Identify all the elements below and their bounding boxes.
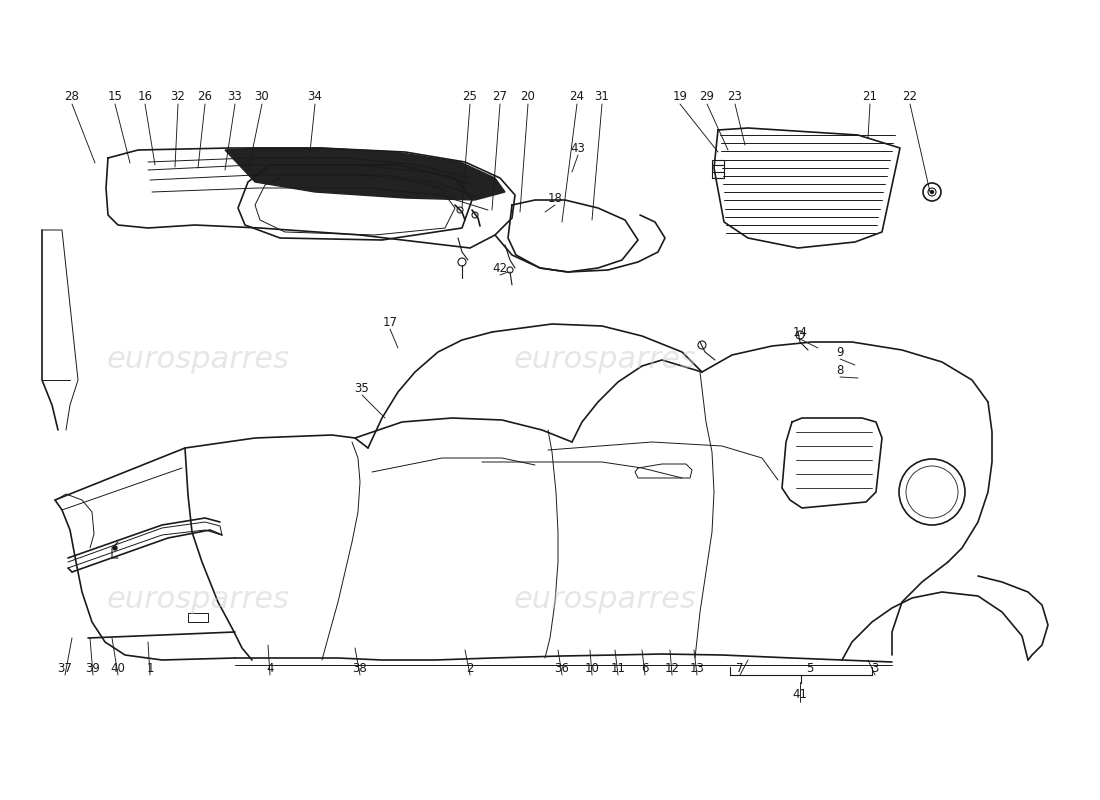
Text: 6: 6: [641, 662, 649, 674]
Text: 20: 20: [520, 90, 536, 103]
Text: 15: 15: [108, 90, 122, 103]
Text: 14: 14: [792, 326, 807, 338]
Text: 2: 2: [466, 662, 474, 674]
Text: eurosparres: eurosparres: [514, 346, 696, 374]
Text: 4: 4: [266, 662, 274, 674]
Text: 21: 21: [862, 90, 878, 103]
Text: 39: 39: [86, 662, 100, 674]
Text: 17: 17: [383, 315, 397, 329]
Text: 7: 7: [736, 662, 744, 674]
Text: 32: 32: [170, 90, 186, 103]
Text: 13: 13: [690, 662, 704, 674]
Text: 23: 23: [727, 90, 742, 103]
Text: 8: 8: [836, 363, 844, 377]
Bar: [188, 613, 208, 622]
Text: eurosparres: eurosparres: [107, 586, 289, 614]
Text: eurosparres: eurosparres: [107, 346, 289, 374]
Polygon shape: [226, 148, 505, 200]
Text: 38: 38: [353, 662, 367, 674]
Text: 10: 10: [584, 662, 600, 674]
Text: 37: 37: [57, 662, 73, 674]
Circle shape: [113, 546, 117, 550]
Text: 18: 18: [548, 191, 562, 205]
Bar: [712, 160, 724, 178]
Text: 19: 19: [672, 90, 688, 103]
Text: 5: 5: [806, 662, 814, 674]
Text: 31: 31: [595, 90, 609, 103]
Circle shape: [931, 190, 934, 194]
Text: 26: 26: [198, 90, 212, 103]
Text: 1: 1: [146, 662, 154, 674]
Text: 30: 30: [254, 90, 270, 103]
Text: eurosparres: eurosparres: [514, 586, 696, 614]
Text: 29: 29: [700, 90, 715, 103]
Text: 34: 34: [308, 90, 322, 103]
Text: 40: 40: [111, 662, 125, 674]
Text: 36: 36: [554, 662, 570, 674]
Text: 11: 11: [610, 662, 626, 674]
Text: 42: 42: [493, 262, 507, 274]
Text: 16: 16: [138, 90, 153, 103]
Text: 9: 9: [836, 346, 844, 358]
Text: 22: 22: [902, 90, 917, 103]
Text: 43: 43: [571, 142, 585, 154]
Text: 35: 35: [354, 382, 370, 394]
Text: 27: 27: [493, 90, 507, 103]
Text: 3: 3: [871, 662, 879, 674]
Text: 33: 33: [228, 90, 242, 103]
Text: 41: 41: [792, 689, 807, 702]
Text: 24: 24: [570, 90, 584, 103]
Text: 28: 28: [65, 90, 79, 103]
Text: 25: 25: [463, 90, 477, 103]
Text: 12: 12: [664, 662, 680, 674]
